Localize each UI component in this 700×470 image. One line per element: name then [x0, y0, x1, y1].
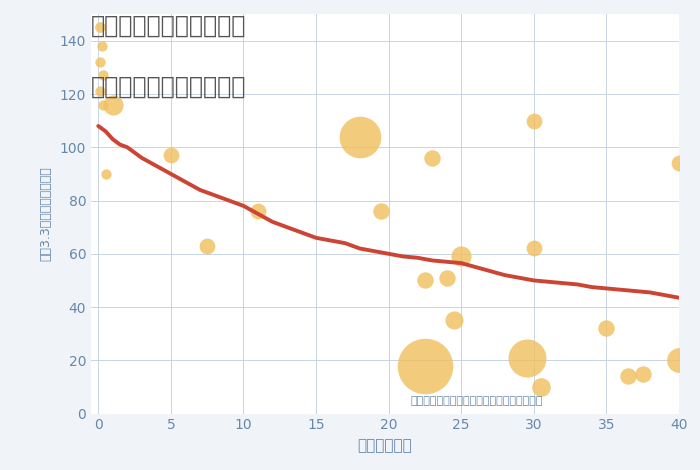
Point — [521, 354, 532, 361]
Point — [536, 383, 547, 391]
Point — [100, 170, 111, 178]
Y-axis label: 坪（3.3㎡）単価（万円）: 坪（3.3㎡）単価（万円） — [40, 166, 52, 261]
Point — [107, 101, 118, 109]
Point — [354, 133, 365, 141]
Point — [456, 253, 467, 260]
Point — [449, 317, 460, 324]
Point — [673, 159, 685, 167]
Point — [165, 151, 176, 159]
Point — [94, 87, 105, 95]
Point — [622, 373, 634, 380]
Text: 奈良県奈良市高御門町の: 奈良県奈良市高御門町の — [91, 14, 246, 38]
Point — [94, 24, 105, 31]
Point — [419, 362, 430, 369]
X-axis label: 築年数（年）: 築年数（年） — [358, 438, 412, 453]
Point — [637, 370, 648, 377]
Text: 円の大きさは、取引のあった物件面積を示す: 円の大きさは、取引のあった物件面積を示す — [410, 396, 543, 406]
Point — [528, 245, 540, 252]
Point — [202, 242, 213, 250]
Text: 築年数別中古戸建て価格: 築年数別中古戸建て価格 — [91, 75, 246, 99]
Point — [253, 207, 264, 215]
Point — [601, 325, 612, 332]
Point — [94, 58, 106, 66]
Point — [97, 42, 108, 50]
Point — [528, 117, 540, 125]
Point — [673, 357, 685, 364]
Point — [376, 207, 387, 215]
Point — [441, 274, 452, 282]
Point — [98, 71, 109, 79]
Point — [419, 277, 430, 284]
Point — [97, 101, 108, 109]
Point — [426, 154, 438, 162]
